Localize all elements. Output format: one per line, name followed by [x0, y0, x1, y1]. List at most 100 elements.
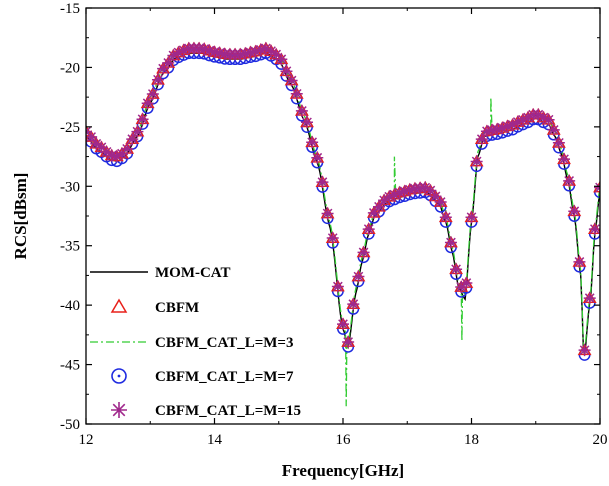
cbfm-cat-15-point: [151, 73, 164, 86]
legend-label-cbfm-cat-l-m-7: CBFM_CAT_L=M=7: [155, 369, 294, 385]
cbfm-cat-15-point: [321, 207, 334, 220]
cbfm-cat-15-point: [532, 108, 545, 121]
cbfm-cat-15-point: [136, 113, 149, 126]
cbfm-cat-15-point: [558, 153, 571, 166]
legend-swatch-cbfm-cat-l-m-7: [111, 368, 127, 384]
y-axis-title: RCS[dBsm]: [11, 173, 30, 260]
cbfm-cat-15-point: [588, 223, 600, 236]
cbfm-cat-15-point: [100, 145, 113, 158]
cbfm-cat-15-point: [496, 121, 509, 134]
cbfm-cat-15-point: [331, 280, 344, 293]
cbfm-cat-15-point: [121, 142, 134, 155]
cbfm-cat-15-point: [516, 113, 529, 126]
cbfm-cat-15-point: [337, 318, 349, 331]
legend-label-cbfm-cat-l-m-15: CBFM_CAT_L=M=15: [155, 403, 301, 419]
cbfm-cat-15-point: [465, 211, 478, 224]
cbfm-cat-15-point: [270, 48, 283, 61]
cbfm-cat-15-point: [285, 74, 298, 87]
cbfm-cat-15-point: [511, 115, 524, 128]
y-tick-label: -15: [60, 1, 80, 17]
cbfm-cat-15-point: [295, 104, 308, 117]
legend: MOM-CAT CBFM CBFM_CAT_L=M=3 CBFM_CAT_L=M=7 C…: [90, 265, 301, 419]
cbfm-cat-15-point: [198, 42, 211, 55]
cbfm-cat-15-point: [378, 194, 391, 207]
cbfm-cat-15-point: [342, 335, 355, 348]
cbfm-cat-15-point: [475, 133, 488, 146]
cbfm-cat-15-point: [506, 118, 519, 131]
cbfm-cat-15-point: [537, 111, 550, 124]
cbfm-cat-15-point: [470, 155, 483, 168]
cbfm-cat-15-point: [362, 223, 375, 236]
cbfm-cat-15-point: [388, 188, 401, 201]
legend-swatch-cbfm: [110, 298, 128, 313]
cbfm-cat-15-point: [280, 65, 293, 78]
cbfm-cat-15-point: [177, 44, 190, 57]
cbfm-cat-15-point: [146, 87, 159, 100]
cbfm-cat-15-point: [172, 46, 185, 59]
cbfm-cat-15-point: [383, 190, 396, 203]
cbfm-cat-15-point: [239, 47, 252, 60]
cbfm-cat-15-point: [95, 141, 108, 154]
cbfm-cat-15-point: [547, 123, 560, 136]
cbfm-cat-15-point: [460, 277, 473, 290]
cbfm-cat-15-point: [301, 116, 314, 129]
cbfm-cat-15-point: [552, 136, 565, 149]
x-tick-label: 20: [593, 432, 608, 448]
cbfm-cat-15-point: [573, 255, 586, 268]
cbfm-cat-15-point: [352, 270, 365, 283]
cbfm-cat-15-point: [110, 150, 123, 163]
cbfm-cat-15-point: [578, 344, 591, 357]
x-tick-label: 18: [464, 432, 479, 448]
cbfm-cat-15-point: [398, 185, 411, 198]
y-tick-label: -45: [60, 358, 80, 374]
y-tick-label: -25: [60, 120, 80, 136]
cbfm-cat-15-point: [105, 149, 118, 162]
series-cbfm-cat-3-line: [86, 47, 600, 407]
legend-label-cbfm-cat-l-m-3: CBFM_CAT_L=M=3: [155, 335, 293, 351]
y-tick-label: -50: [60, 417, 80, 433]
cbfm-cat-15-point: [234, 48, 247, 61]
legend-swatch-cbfm-cat-l-m-15: [111, 402, 127, 418]
legend-label-cbfm: CBFM: [155, 300, 199, 316]
cbfm-cat-15-point: [367, 206, 380, 219]
cbfm-cat-15-point: [583, 292, 596, 305]
cbfm-cat-15-point: [203, 44, 216, 57]
cbfm-cat-15-point: [455, 280, 468, 293]
cbfm-cat-15-point: [444, 236, 457, 249]
cbfm-cat-15-point: [126, 133, 139, 146]
cbfm-cat-15-point: [306, 136, 319, 149]
cbfm-cat-15-point: [424, 184, 437, 197]
cbfm-cat-15-point: [275, 53, 288, 66]
cbfm-cat-15-point: [254, 43, 267, 56]
y-tick-label: -20: [60, 60, 80, 76]
x-tick-label: 14: [207, 432, 223, 448]
cbfm-cat-15-point: [372, 200, 385, 213]
cbfm-cat-15-point: [244, 46, 257, 59]
cbfm-cat-15-point: [393, 186, 406, 199]
x-tick-label: 12: [79, 432, 94, 448]
y-tick-label: -40: [60, 298, 80, 314]
cbfm-cat-15-point: [439, 211, 452, 224]
cbfm-cat-15-point: [486, 124, 499, 137]
cbfm-cat-15-point: [568, 205, 581, 218]
cbfm-cat-15-point: [501, 120, 514, 133]
cbfm-cat-15-point: [90, 137, 103, 150]
cbfm-cat-15-point: [115, 147, 128, 160]
cbfm-cat-15-point: [357, 246, 370, 259]
cbfm-cat-15-point: [563, 174, 576, 187]
legend-label-mom-cat: MOM-CAT: [155, 265, 231, 281]
cbfm-cat-15-point: [522, 111, 535, 124]
cbfm-cat-15-point: [326, 232, 339, 245]
cbfm-cat-15-point: [480, 125, 493, 138]
cbfm-cat-15-point: [265, 45, 278, 58]
cbfm-cat-15-point: [157, 62, 170, 75]
cbfm-cat-15-point: [141, 97, 154, 110]
cbfm-cat-15-point: [213, 46, 226, 59]
cbfm-cat-15-point: [542, 113, 555, 126]
cbfm-cat-15-point: [434, 195, 447, 208]
cbfm-cat-15-point: [347, 298, 360, 311]
cbfm-cat-15-point: [311, 151, 324, 164]
cbfm-cat-15-point: [403, 183, 416, 196]
cbfm-cat-15-point: [208, 45, 221, 58]
